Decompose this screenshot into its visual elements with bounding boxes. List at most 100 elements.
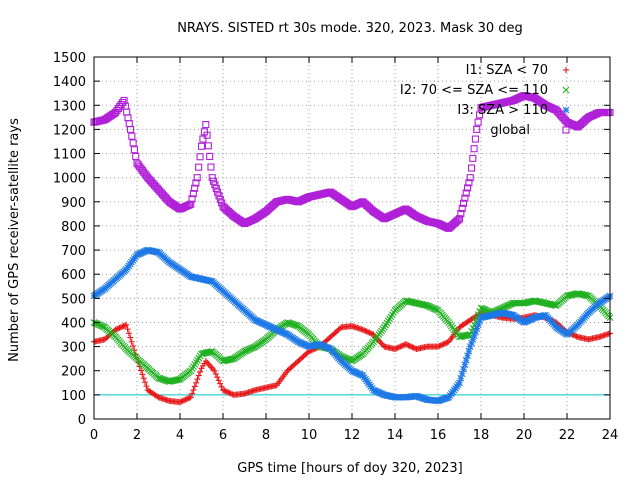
point-0 — [359, 326, 366, 333]
point-0 — [363, 328, 370, 335]
y-tick-label: 1200 — [53, 123, 86, 138]
point-3 — [189, 190, 197, 198]
point-0 — [140, 375, 147, 382]
point-3 — [214, 188, 222, 196]
point-0 — [406, 342, 413, 349]
point-3 — [128, 132, 136, 140]
point-3 — [199, 135, 207, 143]
grid — [94, 57, 610, 419]
x-tick-label: 10 — [301, 428, 318, 443]
point-3 — [188, 195, 196, 203]
point-0 — [437, 342, 444, 349]
point-0 — [397, 343, 404, 350]
x-tick-label: 24 — [602, 428, 619, 443]
x-tick-label: 2 — [133, 428, 141, 443]
x-tick-label: 14 — [387, 428, 404, 443]
point-0 — [125, 330, 132, 337]
chart-title: NRAYS. SISTED rt 30s mode. 320, 2023. Ma… — [177, 21, 523, 36]
legend-label-i1: I1: SZA < 70 — [466, 63, 548, 78]
point-0 — [439, 341, 446, 348]
point-3 — [467, 164, 476, 172]
legend-label-i2: I2: 70 <= SZA <= 110 — [400, 83, 548, 98]
x-tick-label: 18 — [473, 428, 490, 443]
point-3 — [455, 215, 464, 223]
series-3 — [90, 92, 614, 232]
point-3 — [130, 146, 138, 154]
point-0 — [393, 345, 400, 352]
y-tick-label: 700 — [61, 244, 86, 259]
point-3 — [216, 195, 224, 203]
point-3 — [187, 200, 195, 208]
x-tick-label: 0 — [90, 428, 98, 443]
point-2 — [456, 379, 463, 387]
point-0 — [573, 333, 580, 340]
point-0 — [221, 387, 228, 394]
point-3 — [125, 120, 133, 128]
point-0 — [183, 396, 190, 403]
point-0 — [400, 342, 407, 349]
point-0 — [336, 325, 343, 332]
point-0 — [215, 377, 222, 384]
x-tick-label: 16 — [430, 428, 447, 443]
point-3 — [464, 184, 472, 192]
point-3 — [466, 174, 474, 182]
y-axis-label: Number of GPS receiver-satellite rays — [7, 118, 22, 362]
point-3 — [211, 181, 219, 189]
point-0 — [222, 388, 229, 395]
point-3 — [210, 177, 218, 185]
point-0 — [396, 344, 403, 351]
legend-sample-0 — [563, 67, 569, 73]
point-0 — [179, 397, 186, 404]
point-3 — [208, 174, 216, 182]
point-3 — [474, 118, 482, 126]
point-3 — [127, 125, 135, 133]
point-3 — [457, 210, 465, 218]
point-0 — [193, 379, 200, 386]
x-tick-label: 4 — [176, 428, 184, 443]
legend-sample-3 — [562, 126, 570, 134]
point-3 — [215, 192, 223, 200]
point-0 — [189, 390, 196, 397]
y-axis: 0 100 200 300 400 500 600 700 800 900 1000 1100 1200… — [53, 51, 610, 428]
point-0 — [128, 338, 135, 345]
x-tick-label: 8 — [262, 428, 270, 443]
point-0 — [197, 368, 204, 375]
point-0 — [127, 334, 134, 341]
point-0 — [392, 346, 398, 353]
x-tick-label: 22 — [559, 428, 576, 443]
point-3 — [212, 184, 220, 193]
y-tick-label: 200 — [61, 365, 86, 380]
x-tick-label: 20 — [516, 428, 533, 443]
x-axis-label: GPS time [hours of doy 320, 2023] — [237, 461, 462, 476]
point-0 — [129, 342, 136, 349]
legend-sample-2 — [562, 106, 570, 114]
point-0 — [394, 344, 401, 351]
point-3 — [124, 114, 132, 122]
point-3 — [476, 111, 484, 119]
point-0 — [362, 327, 369, 334]
point-0 — [113, 326, 120, 333]
point-0 — [143, 383, 150, 390]
point-0 — [124, 326, 131, 333]
legend-sample-1 — [562, 86, 570, 94]
point-0 — [177, 399, 183, 406]
point-0 — [366, 329, 373, 336]
point-0 — [440, 341, 447, 348]
point-2 — [461, 361, 469, 369]
point-3 — [206, 152, 214, 160]
legend: I1: SZA < 70 I2: 70 <= SZA <= 110 I3: SZ… — [400, 63, 570, 138]
point-0 — [195, 372, 202, 379]
point-0 — [191, 383, 198, 390]
point-0 — [181, 397, 188, 404]
point-3 — [192, 179, 200, 187]
point-0 — [365, 329, 372, 336]
point-0 — [186, 394, 193, 401]
point-0 — [404, 341, 411, 348]
point-3 — [196, 153, 204, 161]
point-0 — [123, 321, 130, 328]
point-0 — [190, 387, 197, 394]
point-3 — [471, 135, 479, 143]
point-0 — [212, 370, 219, 377]
point-0 — [409, 344, 416, 351]
